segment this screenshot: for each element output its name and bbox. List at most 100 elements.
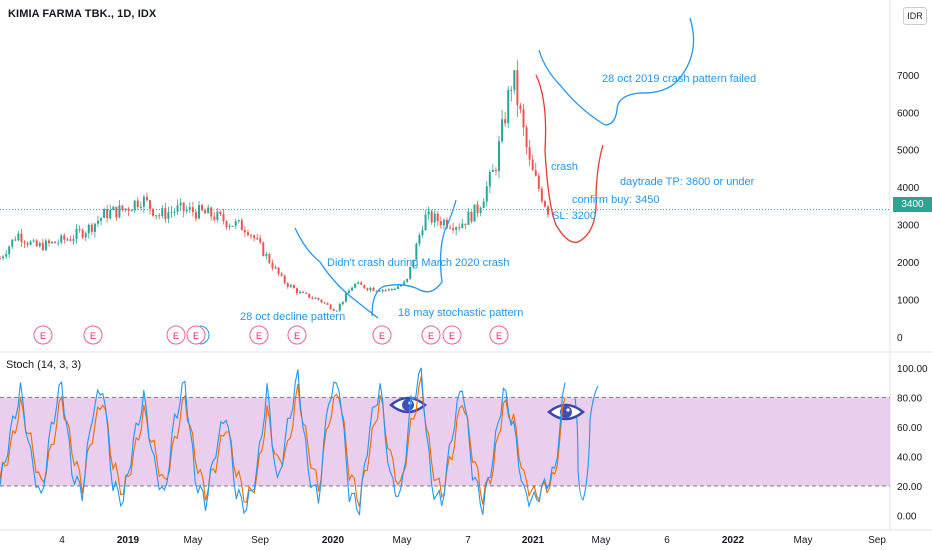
annotation-18-may-stochastic: 18 may stochastic pattern — [398, 307, 523, 319]
candle-body — [124, 208, 127, 210]
candle-body — [44, 240, 47, 251]
candle-body — [78, 228, 81, 230]
candle-body — [23, 242, 26, 244]
candle-body — [311, 297, 314, 299]
candle-body — [507, 89, 510, 124]
candle-body — [29, 241, 32, 245]
candle-body — [519, 105, 522, 110]
candle-body — [11, 239, 14, 247]
annotation-28-oct-2019-crash-pattern-failed: 28 oct 2019 crash pattern failed — [602, 73, 756, 85]
candle-body — [335, 310, 338, 312]
stoch-indicator-title[interactable]: Stoch (14, 3, 3) — [6, 359, 82, 371]
candle-body — [283, 275, 286, 284]
earnings-marker[interactable] — [83, 325, 103, 345]
candle-body — [387, 289, 390, 291]
candle-body — [540, 188, 543, 202]
candle-body — [81, 229, 84, 238]
earnings-marker[interactable] — [186, 325, 206, 345]
candle-body — [127, 208, 130, 211]
earnings-marker[interactable] — [33, 325, 53, 345]
candle-body — [158, 215, 161, 217]
candle-body — [501, 119, 504, 142]
candle-body — [216, 211, 219, 220]
candle-body — [467, 211, 470, 225]
time-tick-label: 2020 — [322, 535, 345, 546]
candle-body — [357, 282, 360, 284]
candle-body — [424, 214, 427, 231]
candle-body — [378, 290, 381, 292]
candle-body — [130, 210, 133, 212]
earnings-marker[interactable] — [166, 325, 186, 345]
price-tick-label: 0 — [897, 333, 903, 344]
stochastic-pattern-curve — [371, 199, 457, 317]
candle-body — [363, 284, 366, 289]
candle-body — [504, 119, 507, 124]
decline-pattern-curve — [294, 227, 379, 319]
candle-body — [381, 289, 384, 292]
candle-body — [179, 202, 182, 206]
candle-body — [149, 200, 152, 209]
candle-body — [473, 204, 476, 222]
candle-body — [464, 223, 467, 225]
symbol-title[interactable]: KIMIA FARMA TBK., 1D, IDX — [8, 8, 157, 20]
candle-body — [54, 241, 57, 244]
annotation-crash: crash — [551, 161, 578, 173]
candle-body — [265, 254, 268, 256]
candle-body — [271, 262, 274, 269]
earnings-marker[interactable] — [249, 325, 269, 345]
candle-body — [262, 242, 265, 256]
candle-body — [372, 287, 375, 291]
candle-body — [344, 293, 347, 302]
candle-body — [90, 224, 93, 232]
candle-body — [360, 282, 363, 285]
earnings-marker-label: E — [193, 331, 199, 341]
earnings-marker[interactable] — [489, 325, 509, 345]
candle-body — [118, 205, 121, 218]
earnings-marker-label: E — [90, 331, 96, 341]
candle-body — [103, 209, 106, 219]
eye-icon — [389, 396, 427, 414]
earnings-marker[interactable] — [287, 325, 307, 345]
candle-body — [543, 201, 546, 207]
time-tick-label: Sep — [868, 535, 886, 546]
currency-badge[interactable]: IDR — [903, 7, 927, 25]
candle-body — [201, 205, 204, 211]
earnings-marker[interactable] — [372, 325, 392, 345]
candle-body — [513, 70, 516, 90]
time-tick-label: Sep — [251, 535, 269, 546]
candle-body — [246, 232, 249, 236]
crash-projection-curve — [535, 74, 604, 244]
earnings-marker-label: E — [40, 331, 46, 341]
candle-body — [409, 266, 412, 279]
candle-body — [173, 211, 176, 213]
candle-body — [314, 297, 317, 299]
candle-body — [268, 254, 271, 263]
candle-body — [152, 208, 155, 216]
candle-body — [161, 208, 164, 217]
candle-body — [139, 206, 142, 208]
candle-body — [109, 210, 112, 219]
earnings-marker[interactable] — [421, 325, 441, 345]
candle-body — [537, 175, 540, 189]
stoch-tick-label: 0.00 — [897, 512, 917, 523]
annotation-circle — [199, 325, 210, 345]
candle-body — [436, 213, 439, 222]
candle-body — [225, 221, 228, 228]
candle-body — [26, 243, 29, 245]
price-tick-label: 7000 — [897, 71, 920, 82]
candle-body — [72, 238, 75, 241]
candle-body — [396, 286, 399, 289]
candle-body — [63, 235, 66, 240]
candle-body — [234, 221, 237, 226]
candle-body — [145, 196, 148, 201]
candle-body — [41, 243, 44, 251]
candle-body — [308, 293, 311, 298]
candle-body — [476, 204, 479, 214]
earnings-marker[interactable] — [442, 325, 462, 345]
annotation-daytrade-tp: daytrade TP: 3600 or under — [620, 176, 755, 188]
time-tick-label: 4 — [59, 535, 65, 546]
candle-body — [100, 218, 103, 221]
candle-body — [326, 303, 329, 305]
candle-body — [375, 290, 378, 292]
price-tick-label: 6000 — [897, 108, 920, 119]
